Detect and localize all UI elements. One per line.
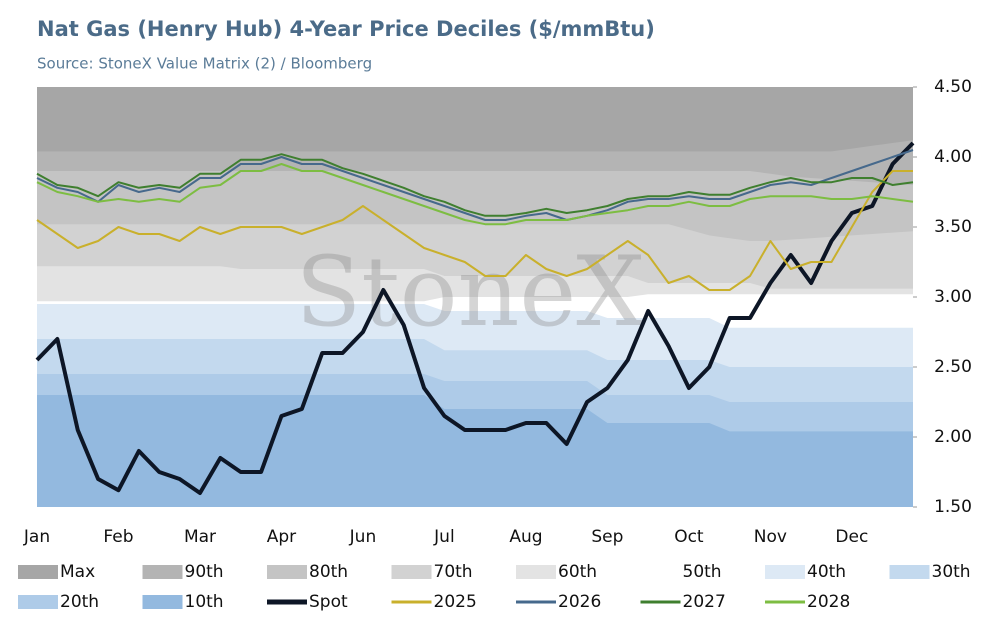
legend-label: 2028 [807, 592, 850, 612]
x-tick-label: Jun [349, 527, 377, 547]
x-tick-label: Sep [591, 527, 623, 547]
y-tick-label: 2.00 [934, 427, 972, 447]
legend-swatch [18, 595, 58, 609]
x-tick-label: Apr [267, 527, 296, 547]
lines [35, 141, 915, 495]
legend-label: 90th [185, 562, 224, 582]
y-tick-label: 3.50 [934, 217, 972, 237]
series-line [36, 149, 914, 221]
x-tick-label: Dec [835, 527, 868, 547]
y-tick-label: 3.00 [934, 287, 972, 307]
legend-swatch [391, 565, 432, 579]
legend-swatch [640, 565, 681, 579]
legend-label: Spot [309, 592, 348, 612]
legend-label: 20th [60, 592, 99, 612]
legend-swatch [889, 565, 930, 579]
chart-title: Nat Gas (Henry Hub) 4-Year Price Deciles… [37, 17, 655, 41]
watermark: StoneX [295, 236, 644, 348]
x-tick-label: Jan [23, 527, 50, 547]
legend-label: 40th [807, 562, 846, 582]
series-line [36, 163, 914, 226]
series-line [35, 141, 915, 495]
legend-label: Max [60, 562, 95, 582]
legend-label: 80th [309, 562, 348, 582]
legend-label: 50th [683, 562, 722, 582]
legend-label: 60th [558, 562, 597, 582]
legend-label: 70th [434, 562, 473, 582]
legend-label: 10th [185, 592, 224, 612]
series-line [36, 170, 913, 291]
x-tick-label: Mar [184, 527, 216, 547]
legend-swatch [765, 565, 805, 579]
legend-swatch [142, 565, 183, 579]
decile-band [37, 395, 913, 507]
legend-label: 2026 [558, 592, 601, 612]
x-tick-label: Oct [674, 527, 704, 547]
y-tick-label: 4.00 [934, 147, 972, 167]
axes: 1.50 2.00 2.50 3.00 3.50 4.00 4.50 Jan Feb Mar Apr… [23, 77, 972, 547]
legend-swatch [18, 565, 58, 579]
legend-label: 2025 [434, 592, 477, 612]
y-tick-label: 4.50 [934, 77, 972, 97]
y-tick-label: 2.50 [934, 357, 972, 377]
x-tick-label: Nov [754, 527, 787, 547]
legend-label: 30th [932, 562, 971, 582]
legend-swatch [267, 565, 307, 579]
x-tick-label: Aug [509, 527, 542, 547]
legend-swatch [516, 565, 556, 579]
chart-subtitle: Source: StoneX Value Matrix (2) / Bloomb… [37, 55, 372, 73]
series-line [36, 153, 914, 217]
x-tick-label: Jul [433, 527, 455, 547]
x-tick-label: Feb [103, 527, 133, 547]
legend-swatch [142, 595, 183, 609]
y-tick-label: 1.50 [934, 497, 972, 517]
legend-label: 2027 [683, 592, 726, 612]
legend: Max 90th 80th 70th 60th 50th 40th 30th 20th 10th S… [18, 562, 971, 612]
